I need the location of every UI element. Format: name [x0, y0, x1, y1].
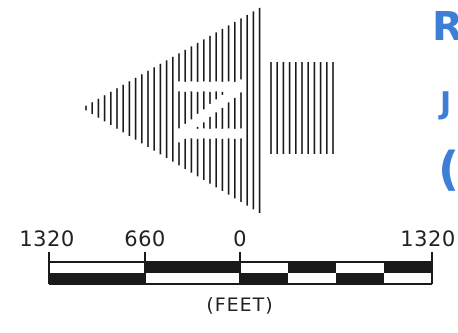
edge-letter-j: J — [440, 86, 452, 121]
edge-glyph-paren: ( — [438, 142, 458, 196]
scale-label-1320-left: 1320 — [19, 227, 75, 251]
edge-letter-r: R — [432, 4, 458, 50]
scale-label-1320-right: 1320 — [400, 227, 456, 251]
scale-bar-fills — [49, 262, 432, 284]
scale-label-660: 660 — [124, 227, 166, 251]
scale-label-0: 0 — [233, 227, 247, 251]
scale-units-label: (FEET) — [206, 294, 274, 316]
